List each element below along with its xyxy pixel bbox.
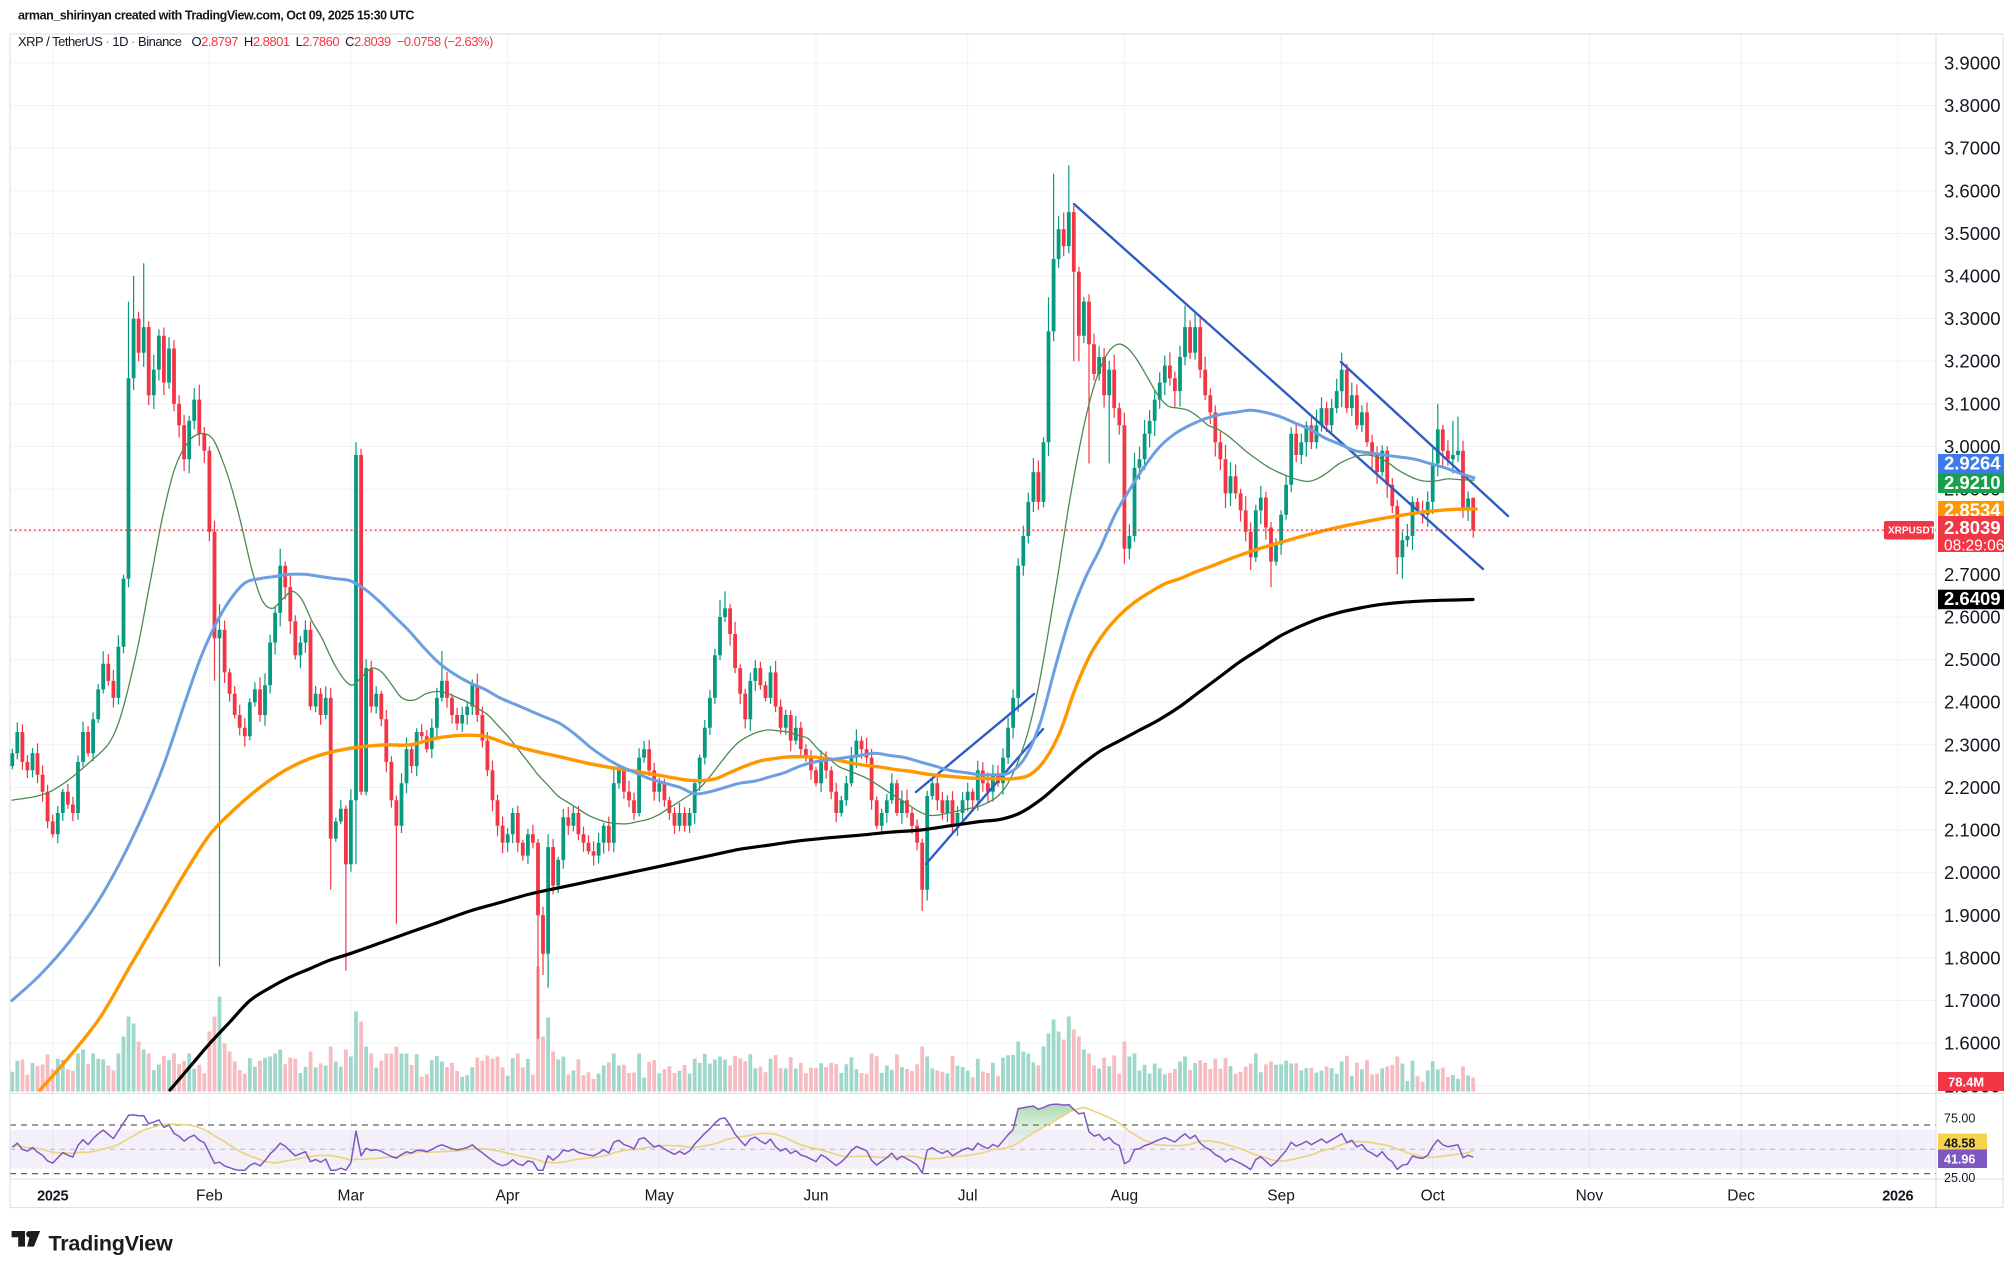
svg-text:Nov: Nov: [1576, 1188, 1604, 1205]
svg-text:1.9000: 1.9000: [1944, 905, 2001, 926]
svg-text:2.0000: 2.0000: [1944, 862, 2001, 883]
svg-text:48.58: 48.58: [1944, 1137, 1975, 1151]
svg-text:2026: 2026: [1882, 1189, 1913, 1205]
svg-text:XRPUSDT: XRPUSDT: [1888, 526, 1936, 537]
svg-text:3.7000: 3.7000: [1944, 138, 2001, 159]
svg-text:TradingView: TradingView: [49, 1232, 174, 1256]
svg-text:2.9210: 2.9210: [1944, 472, 2001, 493]
svg-text:2.2000: 2.2000: [1944, 777, 2001, 798]
svg-text:Oct: Oct: [1421, 1188, 1446, 1205]
svg-text:arman_shirinyan created with T: arman_shirinyan created with TradingView…: [18, 9, 414, 23]
svg-text:2.4000: 2.4000: [1944, 692, 2001, 713]
svg-text:2.8534: 2.8534: [1944, 500, 2001, 521]
svg-text:78.4M: 78.4M: [1948, 1075, 1984, 1090]
svg-text:2.9264: 2.9264: [1944, 453, 2001, 474]
svg-text:2.3000: 2.3000: [1944, 734, 2001, 755]
svg-text:Jul: Jul: [958, 1188, 978, 1205]
svg-text:2.5000: 2.5000: [1944, 649, 2001, 670]
svg-text:Mar: Mar: [338, 1188, 365, 1205]
svg-text:3.4000: 3.4000: [1944, 266, 2001, 287]
svg-text:1.6000: 1.6000: [1944, 1033, 2001, 1054]
svg-text:3.8000: 3.8000: [1944, 95, 2001, 116]
svg-text:3.6000: 3.6000: [1944, 180, 2001, 201]
svg-text:3.9000: 3.9000: [1944, 52, 2001, 73]
svg-text:Sep: Sep: [1267, 1188, 1295, 1205]
svg-text:75.00: 75.00: [1944, 1112, 1975, 1126]
svg-text:2025: 2025: [37, 1189, 68, 1205]
svg-text:Aug: Aug: [1111, 1188, 1139, 1205]
svg-text:3.5000: 3.5000: [1944, 223, 2001, 244]
svg-text:3.3000: 3.3000: [1944, 308, 2001, 329]
svg-text:3.1000: 3.1000: [1944, 393, 2001, 414]
svg-text:3.0000: 3.0000: [1944, 436, 2001, 457]
svg-text:08:29:06: 08:29:06: [1944, 538, 2004, 555]
svg-text:41.96: 41.96: [1944, 1153, 1975, 1167]
svg-text:May: May: [645, 1188, 675, 1205]
svg-text:2.7000: 2.7000: [1944, 564, 2001, 585]
svg-text:Apr: Apr: [496, 1188, 520, 1205]
svg-text:Feb: Feb: [196, 1188, 223, 1205]
svg-text:2.6409: 2.6409: [1944, 588, 2001, 609]
svg-text:1.7000: 1.7000: [1944, 990, 2001, 1011]
svg-text:25.00: 25.00: [1944, 1171, 1975, 1185]
svg-text:3.2000: 3.2000: [1944, 351, 2001, 372]
svg-text:2.1000: 2.1000: [1944, 820, 2001, 841]
svg-text:2.8039: 2.8039: [1944, 517, 2001, 538]
svg-text:2.6000: 2.6000: [1944, 607, 2001, 628]
svg-text:1.8000: 1.8000: [1944, 947, 2001, 968]
svg-text:Dec: Dec: [1727, 1188, 1755, 1205]
svg-text:Jun: Jun: [804, 1188, 829, 1205]
